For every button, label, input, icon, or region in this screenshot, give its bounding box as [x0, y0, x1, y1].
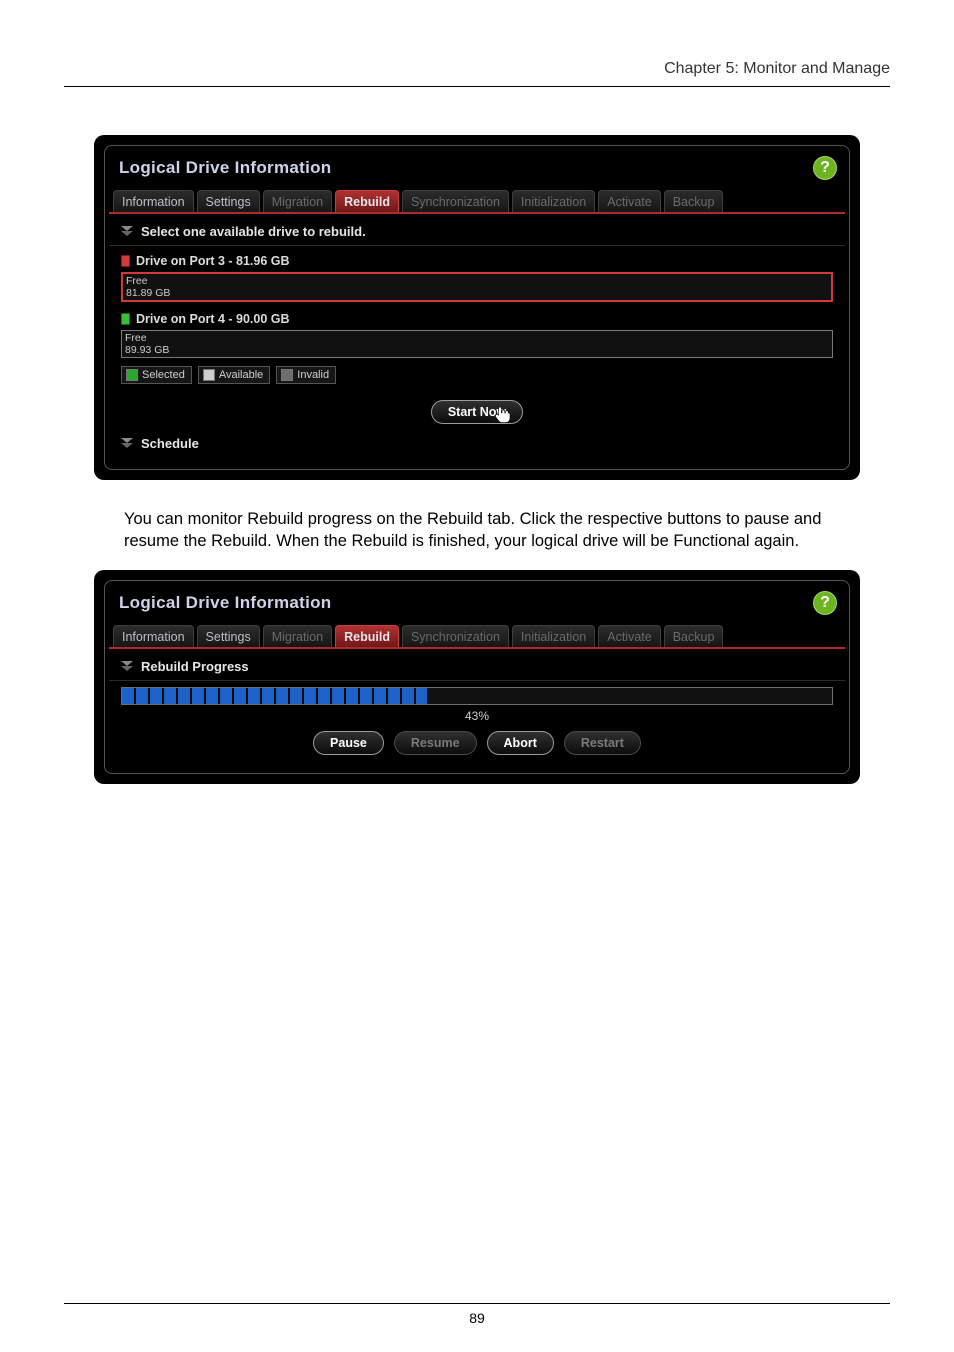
panel-title: Logical Drive Information: [119, 158, 331, 178]
tab-information[interactable]: Information: [113, 190, 194, 212]
logical-drive-panel-progress: Logical Drive Information ? InformationS…: [94, 570, 860, 784]
tab-initialization: Initialization: [512, 190, 595, 212]
rebuild-progress-fill: [122, 688, 427, 704]
drive-free-label: Free: [125, 332, 831, 344]
tab-activate: Activate: [598, 625, 660, 647]
tab-settings[interactable]: Settings: [197, 190, 260, 212]
tab-rebuild[interactable]: Rebuild: [335, 190, 399, 212]
drive-header-label: Drive on Port 4 - 90.00 GB: [136, 312, 290, 326]
chapter-heading: Chapter 5: Monitor and Manage: [64, 60, 890, 87]
legend-available: Available: [198, 366, 270, 384]
drive-capacity-bar[interactable]: Free89.93 GB: [121, 330, 833, 358]
drive-icon: [121, 313, 130, 325]
section-rebuild-progress: Rebuild Progress: [109, 649, 845, 681]
tab-initialization: Initialization: [512, 625, 595, 647]
tab-information[interactable]: Information: [113, 625, 194, 647]
restart-button[interactable]: Restart: [564, 731, 641, 755]
tab-rail: InformationSettingsMigrationRebuildSynch…: [109, 190, 845, 214]
body-paragraph: You can monitor Rebuild progress on the …: [124, 508, 860, 552]
chevron-down-icon: [121, 661, 133, 673]
drive-header-label: Drive on Port 3 - 81.96 GB: [136, 254, 290, 268]
tab-backup: Backup: [664, 190, 724, 212]
tab-rail: InformationSettingsMigrationRebuildSynch…: [109, 625, 845, 649]
swatch-selected-icon: [126, 369, 138, 381]
drive-block: Drive on Port 3 - 81.96 GB Free81.89 GB: [109, 246, 845, 304]
help-icon[interactable]: ?: [813, 591, 837, 615]
legend-invalid-label: Invalid: [297, 369, 329, 381]
section-select-label: Select one available drive to rebuild.: [141, 224, 366, 239]
rebuild-progress-bar: [121, 687, 833, 705]
tab-migration: Migration: [263, 190, 332, 212]
schedule-label: Schedule: [141, 436, 199, 451]
abort-button[interactable]: Abort: [487, 731, 554, 755]
legend-row: Selected Available Invalid: [109, 360, 845, 386]
resume-button[interactable]: Resume: [394, 731, 477, 755]
swatch-invalid-icon: [281, 369, 293, 381]
panel-title: Logical Drive Information: [119, 593, 331, 613]
start-now-button[interactable]: Start Now: [431, 400, 523, 424]
legend-selected-label: Selected: [142, 369, 185, 381]
drive-free-label: Free: [126, 275, 830, 287]
tab-backup: Backup: [664, 625, 724, 647]
logical-drive-panel-select: Logical Drive Information ? InformationS…: [94, 135, 860, 480]
chevron-down-icon: [121, 226, 133, 238]
tab-synchronization: Synchronization: [402, 625, 509, 647]
drive-header: Drive on Port 4 - 90.00 GB: [121, 308, 833, 330]
pause-button[interactable]: Pause: [313, 731, 384, 755]
legend-invalid: Invalid: [276, 366, 336, 384]
legend-available-label: Available: [219, 369, 263, 381]
drive-header: Drive on Port 3 - 81.96 GB: [121, 250, 833, 272]
drive-block: Drive on Port 4 - 90.00 GB Free89.93 GB: [109, 304, 845, 360]
tab-rebuild[interactable]: Rebuild: [335, 625, 399, 647]
drive-free-size: 81.89 GB: [126, 287, 830, 299]
tab-activate: Activate: [598, 190, 660, 212]
drive-capacity-bar[interactable]: Free81.89 GB: [121, 272, 833, 302]
tab-migration: Migration: [263, 625, 332, 647]
section-select-drive: Select one available drive to rebuild.: [109, 214, 845, 246]
swatch-available-icon: [203, 369, 215, 381]
page-number: 89: [64, 1303, 890, 1326]
help-icon[interactable]: ?: [813, 156, 837, 180]
section-schedule[interactable]: Schedule: [109, 426, 845, 457]
tab-synchronization: Synchronization: [402, 190, 509, 212]
rebuild-progress-label: Rebuild Progress: [141, 659, 249, 674]
chevron-down-icon: [121, 438, 133, 450]
drive-icon: [121, 255, 130, 267]
tab-settings[interactable]: Settings: [197, 625, 260, 647]
rebuild-progress-pct: 43%: [121, 705, 833, 731]
legend-selected: Selected: [121, 366, 192, 384]
drive-free-size: 89.93 GB: [125, 344, 831, 356]
